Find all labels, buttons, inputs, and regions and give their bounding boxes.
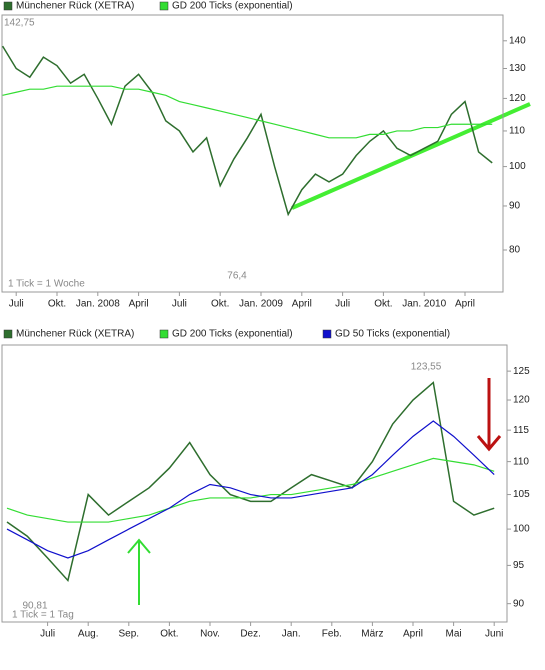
y-tick-label: 125 — [513, 366, 530, 377]
x-tick-label: Okt. — [374, 299, 392, 310]
series-line — [2, 85, 493, 139]
x-tick-label: Dez. — [240, 629, 261, 640]
x-tick-label: Jan. 2009 — [239, 299, 283, 310]
legend-swatch — [159, 1, 169, 11]
x-tick-label: April — [455, 299, 475, 310]
y-tick-label: 80 — [509, 245, 521, 256]
x-tick-label: Okt. — [48, 299, 66, 310]
legend-label: Münchener Rück (XETRA) — [16, 1, 134, 12]
y-tick-label: 90 — [509, 201, 521, 212]
x-tick-label: Juli — [172, 299, 187, 310]
legend-label: GD 200 Ticks (exponential) — [172, 329, 293, 340]
annotation: 142,75 — [4, 18, 35, 29]
annotation: 123,55 — [411, 362, 442, 373]
legend-swatch — [3, 329, 13, 339]
x-tick-label: April — [403, 629, 423, 640]
x-tick-label: Sep. — [119, 629, 140, 640]
y-tick-label: 115 — [513, 425, 529, 436]
x-tick-label: Nov. — [200, 629, 220, 640]
x-tick-label: Aug. — [78, 629, 99, 640]
x-tick-label: Jan. 2010 — [402, 299, 446, 310]
x-tick-label: Okt. — [211, 299, 229, 310]
annotation: 76,4 — [227, 271, 247, 282]
y-tick-label: 100 — [509, 161, 526, 172]
down-arrow — [476, 378, 502, 452]
plot-frame — [1, 344, 508, 623]
x-tick-label: Juli — [40, 629, 55, 640]
x-tick-label: Okt. — [160, 629, 178, 640]
x-tick-label: Juli — [9, 299, 24, 310]
x-tick-label: Jan. — [282, 629, 301, 640]
series-line — [6, 381, 495, 583]
x-tick-label: Feb. — [322, 629, 342, 640]
panel: 90 95 100 105 110 115 120 125 Juli Aug. Sep. Okt. No… — [1, 329, 530, 640]
series-line — [1, 45, 493, 217]
legend-swatch — [159, 329, 169, 339]
x-tick-label: Mai — [446, 629, 462, 640]
y-tick-label: 120 — [513, 395, 530, 406]
y-tick-label: 95 — [513, 560, 525, 571]
annotation: 1 Tick = 1 Tag — [12, 610, 74, 621]
legend-label: GD 50 Ticks (exponential) — [335, 329, 450, 340]
y-tick-label: 110 — [509, 126, 525, 137]
x-tick-label: April — [292, 299, 312, 310]
x-tick-label: März — [361, 629, 383, 640]
legend-swatch — [322, 329, 332, 339]
series-line — [6, 420, 495, 559]
y-tick-label: 110 — [513, 456, 529, 467]
x-tick-label: Juli — [335, 299, 350, 310]
y-tick-label: 130 — [509, 63, 526, 74]
up-arrow — [127, 538, 151, 605]
annotation: 90,81 — [22, 601, 47, 612]
series-line — [6, 457, 495, 523]
x-tick-label: April — [129, 299, 149, 310]
legend-swatch — [3, 1, 13, 11]
y-tick-label: 120 — [509, 93, 526, 104]
legend-label: GD 200 Ticks (exponential) — [172, 1, 293, 12]
plot-frame — [1, 14, 504, 293]
y-tick-label: 140 — [509, 35, 526, 46]
y-tick-label: 100 — [513, 524, 530, 535]
y-tick-label: 90 — [513, 598, 525, 609]
x-tick-label: Jan. 2008 — [76, 299, 120, 310]
panel: 80 90 100 110 120 130 140 Juli Okt. Jan. 2008 Apri… — [1, 1, 526, 310]
annotation: 1 Tick = 1 Woche — [8, 279, 85, 290]
legend-label: Münchener Rück (XETRA) — [16, 329, 134, 340]
y-tick-label: 105 — [513, 489, 530, 500]
x-tick-label: Juni — [485, 629, 503, 640]
